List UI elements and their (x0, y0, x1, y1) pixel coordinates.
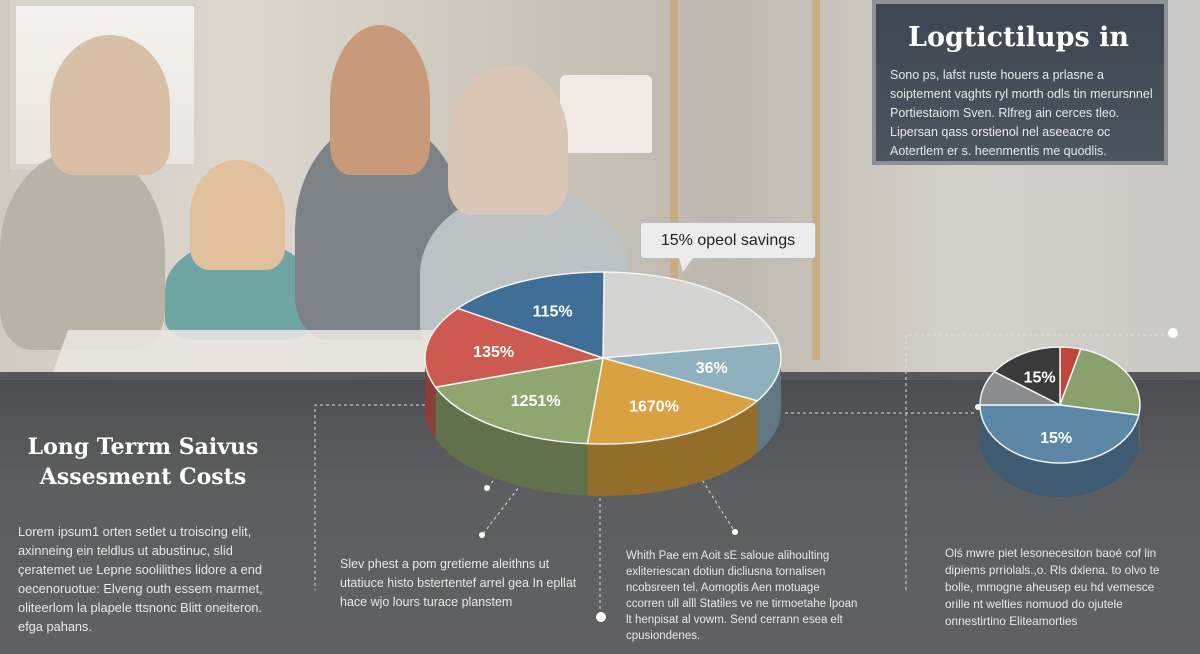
person-man-head (330, 25, 430, 175)
caption-3: Olś mwre piet lesonecesiton baoé cof lin… (945, 546, 1160, 628)
main-pie-label-3: 1251% (511, 393, 561, 410)
person-woman-head (50, 35, 170, 175)
savings-callout: 15% opeol savings (640, 222, 816, 272)
info-board (872, 0, 1168, 165)
connector-mid-right (679, 444, 736, 533)
left-body: Lorem ipsum1 orten setlet u troiscing el… (18, 524, 263, 634)
connector-far-right (905, 334, 1173, 590)
small-pie-slice-4 (993, 346, 1061, 407)
main-pie-slice-4 (424, 307, 604, 388)
small-pie-slice-2 (979, 404, 1140, 464)
main-pie-slice-0 (602, 271, 780, 359)
connector-lines (314, 334, 1173, 617)
main-pie-side-2 (587, 400, 758, 496)
main-pie-label-4: 135% (473, 344, 514, 361)
small-pie-label-2: 15% (1040, 430, 1072, 447)
main-pie-label-2: 1670% (629, 398, 679, 415)
main-pie-side-1 (757, 358, 781, 453)
person-child-head (190, 160, 285, 270)
main-pie-slice-3 (434, 357, 604, 445)
main-pie-side-4 (425, 358, 436, 440)
right-title: Logtictilups in (908, 22, 1130, 53)
small-pie-side-2 (980, 405, 1139, 498)
left-title: Long Terrm Saivus Assesment Costs (27, 434, 259, 490)
right-body: Sono ps, lafst ruste houers a prlasne a … (890, 68, 1153, 158)
connector-dots (479, 328, 1178, 622)
person-woman (0, 150, 165, 350)
bookshelf (670, 0, 820, 360)
main-pie-slice-2 (586, 357, 759, 445)
person-elder-head (448, 65, 568, 215)
small-pie-label-4: 15% (1024, 370, 1056, 387)
main-pie-label-5: 115% (533, 304, 573, 321)
main-pie-label-1: 36% (696, 360, 728, 377)
connector-left-2 (481, 444, 541, 536)
main-pie-slice-1 (602, 342, 782, 402)
main-pie-side-3 (435, 387, 588, 496)
small-pie-slice-1 (1058, 348, 1141, 416)
main-pie-slice-5 (456, 271, 605, 360)
caption-2: Whith Pae em Aoit sE saloue alihoulting … (626, 550, 858, 642)
connector-left (314, 404, 425, 590)
lamp (560, 75, 652, 153)
caption-1: Slev phest a pom gretieme aleithns ut ut… (340, 557, 577, 609)
